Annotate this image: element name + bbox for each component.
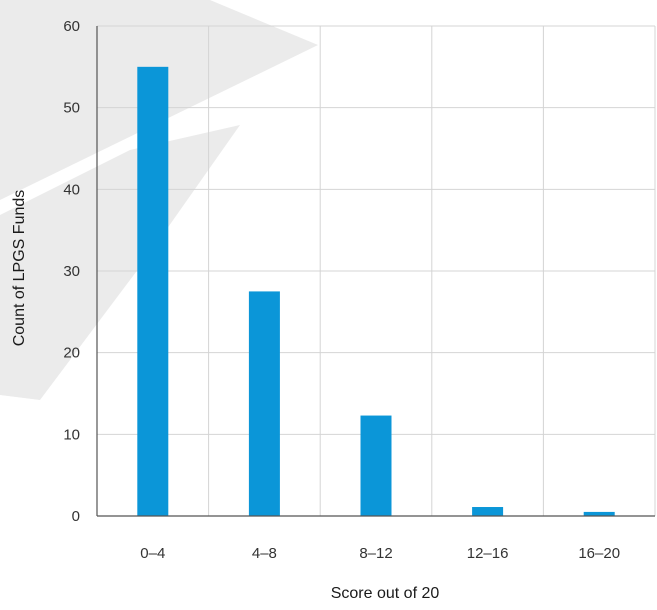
y-tick-label: 60 xyxy=(63,18,80,35)
y-tick-label: 10 xyxy=(63,426,80,443)
x-axis-label: Score out of 20 xyxy=(331,585,440,602)
bar xyxy=(248,291,280,516)
x-tick-label: 16–20 xyxy=(578,545,620,562)
x-tick-label: 4–8 xyxy=(252,545,277,562)
y-axis-label: Count of LPGS Funds xyxy=(11,190,28,347)
bars xyxy=(137,66,615,516)
bar xyxy=(137,66,169,516)
bar xyxy=(472,507,504,516)
y-tick-label: 50 xyxy=(63,100,80,117)
y-tick-label: 30 xyxy=(63,263,80,280)
x-tick-label: 0–4 xyxy=(140,545,165,562)
watermark-stripe xyxy=(0,125,240,400)
tick-labels: 0 10 20 30 40 50 60 0–4 4–8 8–12 12–16 16–20 xyxy=(63,18,620,562)
axes xyxy=(96,26,655,517)
bar xyxy=(360,415,392,516)
bar xyxy=(583,511,615,516)
y-tick-label: 20 xyxy=(63,345,80,362)
gridlines xyxy=(97,25,656,516)
x-tick-label: 12–16 xyxy=(467,545,509,562)
x-tick-label: 8–12 xyxy=(359,545,392,562)
y-tick-label: 40 xyxy=(63,181,80,198)
y-tick-label: 0 xyxy=(72,508,80,525)
